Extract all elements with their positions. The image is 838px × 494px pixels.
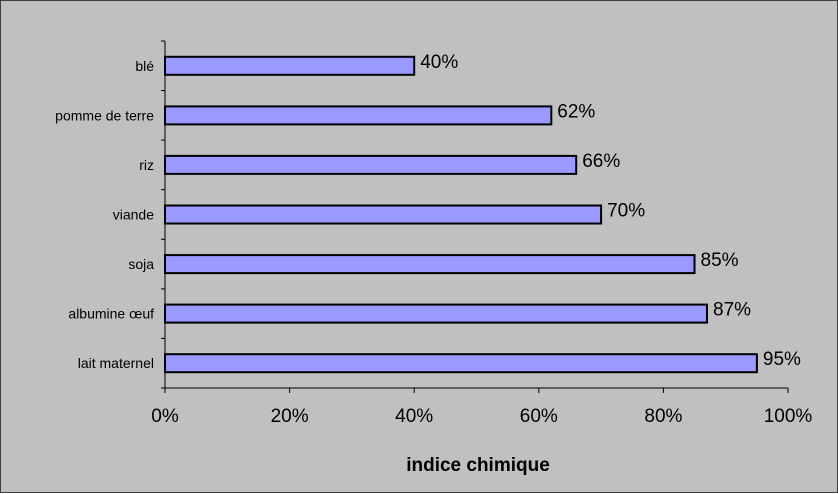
category-label-soja: soja — [128, 256, 154, 272]
x-axis-title: indice chimique — [406, 455, 550, 476]
x-tick-label-100: 100% — [764, 406, 813, 427]
data-label-ble: 40% — [420, 52, 458, 73]
x-tick-label-80: 80% — [644, 406, 682, 427]
bar-pomme-de-terre — [164, 105, 553, 126]
x-tick-label-60: 60% — [520, 406, 558, 427]
x-tick-label-20: 20% — [271, 406, 309, 427]
category-label-albumine-oeuf: albumine œuf — [68, 306, 154, 322]
bar-riz — [164, 154, 578, 175]
bar-lait-maternel — [164, 353, 758, 374]
bars-group — [164, 55, 758, 374]
data-label-viande: 70% — [607, 201, 645, 222]
x-tick-label-0: 0% — [151, 406, 179, 427]
bar-ble — [164, 55, 416, 76]
data-label-soja: 85% — [701, 250, 739, 271]
bar-soja — [164, 254, 696, 275]
axes-group — [161, 40, 789, 393]
data-label-albumine-oeuf: 87% — [713, 300, 751, 321]
data-label-riz: 66% — [582, 151, 620, 172]
x-tick-label-40: 40% — [395, 406, 433, 427]
category-label-pomme-de-terre: pomme de terre — [55, 107, 154, 123]
category-label-ble: blé — [135, 58, 154, 74]
x-tick-labels-group: 0% 20% 40% 60% 80% 100% — [151, 406, 812, 427]
category-label-lait-maternel: lait maternel — [78, 355, 154, 371]
data-label-lait-maternel: 95% — [763, 349, 801, 370]
category-label-riz: riz — [139, 157, 154, 173]
category-labels-group: blé pomme de terre riz viande soja albumine œ… — [55, 58, 154, 371]
bar-viande — [164, 204, 603, 225]
bar-albumine-oeuf — [164, 303, 708, 324]
category-label-viande: viande — [113, 207, 154, 223]
data-labels-group: 40% 62% 66% 70% 85% 87% 95% — [420, 52, 801, 370]
data-label-pomme-de-terre: 62% — [557, 101, 595, 122]
